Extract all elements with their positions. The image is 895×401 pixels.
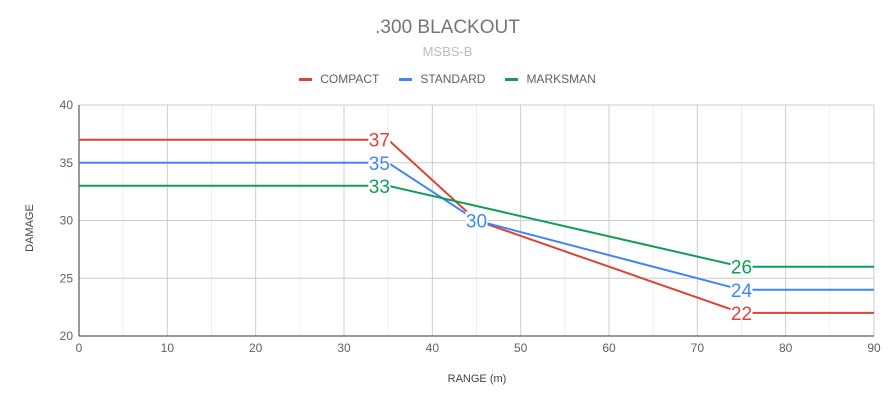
y-tick-labels: 20 25 30 35 40 [60,98,74,343]
data-label-bg-standard [465,211,488,230]
x-tick-label: 10 [161,341,175,355]
y-tick-label: 25 [60,271,74,285]
data-label-marksman: 26 [731,258,752,279]
legend-swatch-compact [299,77,313,81]
data-labels: 37 22 35 30 24 33 26 [368,130,753,325]
y-tick-label: 20 [60,329,74,343]
axes [78,105,874,337]
x-tick-label: 80 [779,341,793,355]
x-tick-label: 40 [426,341,440,355]
data-label-bg-marksman [368,176,391,195]
series-line-marksman[interactable] [79,184,874,268]
x-tick-label: 0 [76,341,83,355]
data-label-bg-standard [368,153,391,172]
legend-label-compact: COMPACT [320,72,380,86]
data-label-bg-marksman [730,257,753,276]
data-label-standard: 24 [731,281,753,302]
chart-title: .300 BLACKOUT [375,17,520,38]
y-tick-label: 30 [60,214,74,228]
data-label-compact: 37 [369,131,390,152]
x-tick-label: 30 [337,341,351,355]
data-label-bg-compact [730,303,753,322]
x-axis-label: RANGE (m) [448,373,507,385]
y-tick-label: 40 [60,98,74,112]
legend-swatch-standard [399,77,413,81]
data-label-compact: 22 [731,304,752,325]
x-tick-labels: 0 10 20 30 40 50 60 70 80 90 [76,341,881,355]
x-tick-label: 70 [691,341,705,355]
data-label-standard: 35 [369,154,390,175]
data-label-bg-compact [368,130,391,149]
legend-item-compact[interactable]: COMPACT [299,72,379,86]
data-label-bg-standard [730,280,753,299]
data-label-standard: 30 [466,212,487,233]
y-tick-label: 35 [60,156,74,170]
chart-legend: COMPACT STANDARD MARKSMAN [0,72,895,86]
legend-label-marksman: MARKSMAN [526,72,596,86]
legend-swatch-marksman [505,77,519,81]
legend-label-standard: STANDARD [420,72,486,86]
legend-item-standard[interactable]: STANDARD [399,72,485,86]
data-label-marksman: 33 [369,177,390,198]
x-tick-label: 50 [514,341,528,355]
x-tick-label: 90 [867,341,881,355]
x-tick-label: 60 [602,341,616,355]
legend-item-marksman[interactable]: MARKSMAN [505,72,596,86]
x-tick-label: 20 [249,341,263,355]
y-axis-label: DAMAGE [24,204,36,252]
chart-subtitle: MSBS-B [422,44,473,59]
